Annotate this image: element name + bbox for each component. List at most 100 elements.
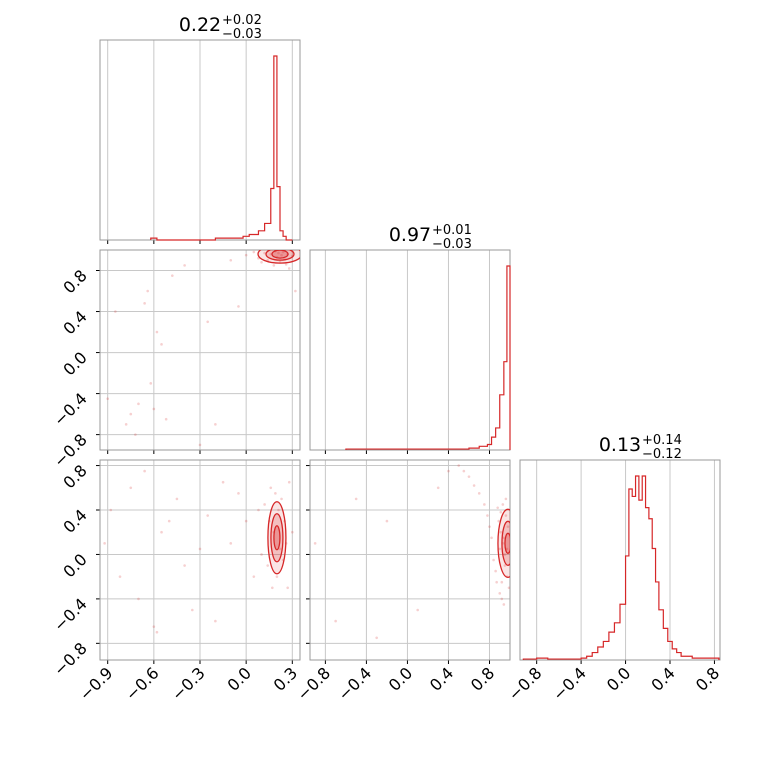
scatter-point-1-21 [257, 508, 260, 512]
scatter-point-1-5 [143, 469, 146, 473]
scatter-point-1-39 [291, 530, 294, 534]
scatter-point-1-16 [221, 480, 225, 484]
scatter-point-2-8 [457, 464, 461, 467]
scatter-point-0-33 [281, 250, 285, 254]
contour-2-2 [504, 532, 510, 554]
scatter-point-2-2 [354, 497, 358, 501]
scatter-point-2-14 [486, 514, 489, 517]
x-tick-label-j1-2: −0.3 [168, 663, 209, 704]
scatter-point-2-31 [507, 586, 510, 590]
scatter-point-0-18 [229, 258, 233, 262]
contour-2-1 [501, 520, 510, 566]
scatter-point-1-0 [103, 542, 106, 545]
scatter-point-2-7 [447, 469, 450, 473]
panel-31: −0.9 −0.6 −0.3 0.0 0.3−0.8−0.40.00.40.8 [50, 459, 301, 704]
scatter-point-0-7 [146, 289, 149, 293]
scatter-point-1-18 [237, 492, 240, 495]
scatter-point-0-8 [149, 382, 153, 385]
panel-33: 0.13 +0.14 −0.12 −0.8 −0.4 0.0 0.4 0.8 [505, 433, 724, 704]
scatter-point-0-15 [198, 443, 202, 447]
hist-bin-2-11 [620, 604, 626, 660]
title-p22: 0.97 [389, 224, 431, 246]
x-tick-label-j2-4: 0.8 [467, 663, 498, 694]
scatter-point-2-1 [334, 619, 337, 623]
hist-step-1 [345, 265, 511, 450]
scatter-point-1-32 [278, 547, 282, 551]
axes-frame-j2 [309, 459, 511, 661]
scatter-point-2-19 [495, 580, 498, 584]
contour-0-0 [257, 250, 300, 264]
hist-bin-2-23 [663, 628, 667, 660]
scatter-point-1-9 [167, 519, 171, 523]
scatter-point-1-38 [287, 480, 291, 484]
scatter-point-1-17 [229, 542, 233, 545]
scatter-point-2-28 [504, 497, 508, 501]
scatter-point-0-24 [263, 251, 266, 255]
y-tick-label-j0-0: −0.8 [50, 430, 91, 471]
scatter-point-1-13 [198, 547, 202, 551]
scatter-point-1-22 [260, 553, 263, 556]
scatter-point-0-3 [129, 412, 133, 416]
hist-bin-0-8 [265, 223, 271, 240]
scatter-point-0-14 [183, 264, 186, 267]
hist-step-0 [150, 55, 293, 241]
scatter-point-2-32 [505, 547, 509, 551]
x-tick-label-j1-1: −0.6 [122, 663, 163, 704]
scatter-point-2-21 [497, 519, 501, 523]
hist-bin-2-10 [614, 623, 620, 660]
scatter-point-1-15 [214, 619, 217, 623]
hist-bin-0-7 [258, 231, 264, 240]
scatter-point-1-20 [252, 575, 256, 578]
x-tick-label-j1-0: −0.9 [76, 663, 117, 704]
scatter-point-1-14 [206, 514, 209, 517]
axes-frame-h1 [309, 249, 511, 451]
scatter-point-0-12 [164, 417, 168, 421]
scatter-point-2-33 [504, 514, 508, 517]
scatter-point-0-9 [152, 407, 156, 411]
scatter-point-2-9 [462, 469, 466, 473]
y-tick-label-j0-4: 0.8 [59, 266, 90, 297]
title-p11-value: 0.22 [179, 14, 221, 36]
axes-frame-j0 [99, 249, 301, 451]
hist-bin-1-7 [496, 428, 500, 450]
x-tick-label-h2-2: 0.0 [603, 663, 634, 694]
hist-bin-2-22 [659, 610, 663, 660]
title-p11-plus: +0.02 [222, 13, 262, 28]
hist-bin-1-6 [492, 437, 496, 450]
hist-bin-2-9 [609, 632, 615, 660]
title-p22-minus: −0.03 [432, 237, 472, 252]
y-tick-label-j1-1: −0.4 [50, 594, 91, 635]
scatter-point-0-20 [244, 253, 248, 257]
hist-bin-2-16 [639, 500, 642, 660]
scatter-point-0-21 [252, 250, 256, 254]
contour-2-0 [497, 508, 510, 578]
scatter-point-1-26 [269, 486, 273, 490]
scatter-point-2-12 [477, 492, 481, 495]
scatter-point-2-39 [498, 547, 502, 551]
scatter-point-2-36 [501, 503, 505, 506]
scatter-point-2-35 [502, 536, 506, 540]
scatter-point-2-4 [385, 519, 389, 523]
scatter-point-0-4 [134, 433, 137, 436]
scatter-point-1-10 [175, 497, 179, 501]
scatter-point-2-10 [467, 475, 471, 478]
axes-frame-h2 [519, 459, 721, 661]
hist-bin-2-14 [632, 496, 635, 660]
title-p22-plus: +0.01 [432, 223, 472, 238]
hist-bin-2-24 [668, 641, 672, 660]
scatter-point-0-30 [277, 251, 280, 255]
scatter-point-1-6 [152, 625, 156, 628]
scatter-point-0-39 [294, 289, 297, 293]
y-tick-label-j0-1: −0.4 [50, 389, 91, 430]
scatter-point-2-0 [313, 542, 317, 545]
scatter-point-0-6 [143, 302, 146, 305]
scatter-point-1-3 [129, 486, 133, 490]
title-p33-plus: +0.14 [642, 433, 682, 448]
scatter-point-2-34 [503, 564, 507, 567]
x-tick-label-j2-0: −0.8 [293, 663, 334, 704]
title-p22-value: 0.97 [389, 224, 431, 246]
y-tick-label-j1-3: 0.4 [59, 505, 90, 536]
scatter-point-1-37 [286, 586, 289, 590]
x-tick-label-j2-2: 0.0 [385, 663, 416, 694]
scatter-point-0-26 [269, 252, 273, 256]
